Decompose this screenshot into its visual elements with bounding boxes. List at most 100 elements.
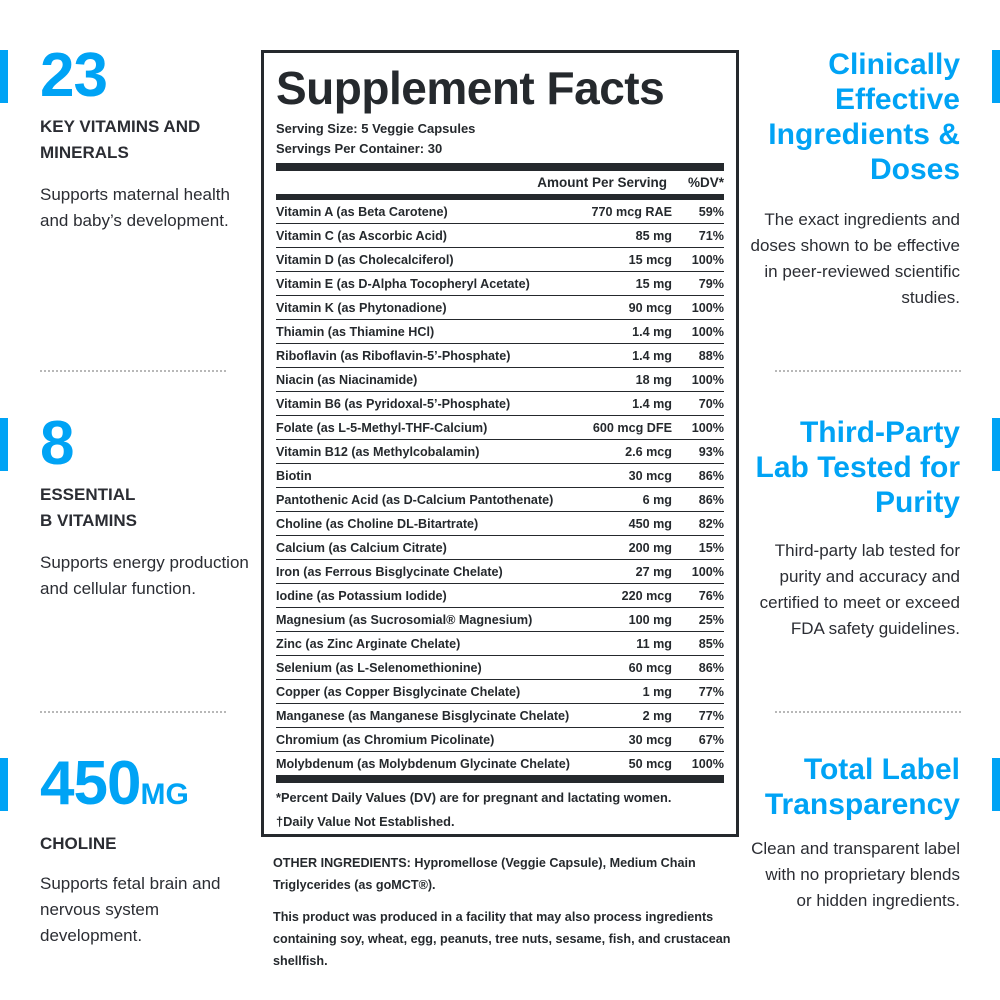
- divider-thick: [276, 163, 724, 171]
- facts-row-amount: 1 mg: [642, 684, 672, 699]
- facts-row-ingredient: Pantothenic Acid (as D-Calcium Pantothen…: [276, 492, 554, 507]
- header-dv: %DV*: [687, 175, 724, 190]
- facts-row-ingredient: Vitamin C (as Ascorbic Acid): [276, 228, 447, 243]
- facts-row-dv: 86%: [698, 468, 724, 483]
- facts-row-amount: 600 mcg DFE: [592, 420, 672, 435]
- stat-block-choline: 450MG CHOLINE Supports fetal brain and n…: [40, 753, 250, 949]
- facts-row-ingredient: Selenium (as L-Selenomethionine): [276, 660, 482, 675]
- facts-row-dv: 59%: [698, 204, 724, 219]
- accent-bar-right-2: [992, 418, 1000, 471]
- feature-title: Total Label Transparency: [764, 753, 960, 821]
- facts-row-ingredient: Iron (as Ferrous Bisglycinate Chelate): [276, 564, 503, 579]
- facts-row-amount: 200 mg: [628, 540, 672, 555]
- facts-row-amount: 11 mg: [636, 636, 672, 651]
- note-dagger: †Daily Value Not Established.: [276, 814, 455, 829]
- facts-row: Folate (as L-5-Methyl-THF-Calcium) 600 mc…: [276, 416, 724, 440]
- feature-description: Clean and transparent label with no prop…: [751, 839, 960, 910]
- facts-row-ingredient: Biotin: [276, 468, 312, 483]
- stat-number: 23: [40, 41, 108, 110]
- facts-row: Iodine (as Potassium Iodide) 220 mcg 76%: [276, 584, 724, 608]
- facts-row: Magnesium (as Sucrosomial® Magnesium) 100…: [276, 608, 724, 632]
- accent-bar-left-2: [0, 418, 8, 471]
- other-ingredients-text: Hypromellose (Veggie Capsule), Medium Ch…: [273, 856, 696, 892]
- facts-row-dv: 100%: [691, 756, 724, 771]
- accent-bar-left-3: [0, 758, 8, 811]
- facts-row-dv: 100%: [691, 300, 724, 315]
- facts-row: Vitamin B12 (as Methylcobalamin) 2.6 mcg 9…: [276, 440, 724, 464]
- feature-description: The exact ingredients and doses shown to…: [750, 210, 961, 307]
- header-amount: Amount Per Serving: [537, 175, 667, 190]
- other-ingredients-label: OTHER INGREDIENTS:: [273, 856, 411, 870]
- facts-row-dv: 100%: [691, 420, 724, 435]
- facts-row-amount: 30 mcg: [628, 732, 672, 747]
- divider-dotted: [775, 370, 961, 372]
- facts-row-amount: 60 mcg: [628, 660, 672, 675]
- facts-row: Vitamin B6 (as Pyridoxal-5’-Phosphate) 1.…: [276, 392, 724, 416]
- feature-block-lab-tested: Third-Party Lab Tested for Purity Third-…: [750, 415, 960, 642]
- facts-row-ingredient: Vitamin A (as Beta Carotene): [276, 204, 448, 219]
- facts-row-amount: 450 mg: [628, 516, 672, 531]
- facts-row: Vitamin A (as Beta Carotene) 770 mcg RAE 5…: [276, 200, 724, 224]
- facts-row: Vitamin D (as Cholecalciferol) 15 mcg 100%: [276, 248, 724, 272]
- facts-row-ingredient: Riboflavin (as Riboflavin-5’-Phosphate): [276, 348, 511, 363]
- stat-label: CHOLINE: [40, 834, 117, 853]
- facts-row-dv: 70%: [698, 396, 724, 411]
- facts-row-ingredient: Magnesium (as Sucrosomial® Magnesium): [276, 612, 533, 627]
- facts-row-amount: 1.4 mg: [632, 396, 672, 411]
- facts-row: Vitamin E (as D-Alpha Tocopheryl Acetate…: [276, 272, 724, 296]
- facts-row-amount: 220 mcg: [621, 588, 672, 603]
- facts-row-amount: 2.6 mcg: [625, 444, 672, 459]
- accent-bar-right-1: [992, 50, 1000, 103]
- facts-row-amount: 30 mcg: [628, 468, 672, 483]
- facts-row-ingredient: Thiamin (as Thiamine HCl): [276, 324, 435, 339]
- facts-row-dv: 79%: [698, 276, 724, 291]
- facts-row-dv: 86%: [698, 492, 724, 507]
- facts-header-row: Amount Per Serving %DV*: [276, 171, 724, 194]
- facts-row: Choline (as Choline DL-Bitartrate) 450 mg…: [276, 512, 724, 536]
- stat-label: ESSENTIAL B VITAMINS: [40, 485, 137, 530]
- facts-row: Vitamin K (as Phytonadione) 90 mcg 100%: [276, 296, 724, 320]
- facts-row-dv: 71%: [698, 228, 724, 243]
- facts-row-dv: 100%: [691, 564, 724, 579]
- facts-notes: *Percent Daily Values (DV) are for pregn…: [276, 783, 724, 834]
- facts-row-dv: 82%: [698, 516, 724, 531]
- stat-block-b-vitamins: 8 ESSENTIAL B VITAMINS Supports energy p…: [40, 409, 250, 602]
- facts-row: Vitamin C (as Ascorbic Acid) 85 mg 71%: [276, 224, 724, 248]
- facts-row: Copper (as Copper Bisglycinate Chelate) 1…: [276, 680, 724, 704]
- divider-thick: [276, 775, 724, 783]
- facts-row-dv: 85%: [698, 636, 724, 651]
- feature-block-clinical: Clinically Effective Ingredients & Doses…: [750, 47, 961, 311]
- facts-row-amount: 1.4 mg: [632, 324, 672, 339]
- feature-block-transparency: Total Label Transparency Clean and trans…: [750, 752, 960, 914]
- facts-row-amount: 50 mcg: [628, 756, 672, 771]
- facts-row-dv: 100%: [691, 372, 724, 387]
- facts-row: Calcium (as Calcium Citrate) 200 mg 15%: [276, 536, 724, 560]
- stat-description: Supports fetal brain and nervous system …: [40, 874, 221, 945]
- other-ingredients-section: OTHER INGREDIENTS: Hypromellose (Veggie …: [273, 852, 733, 982]
- facts-row-amount: 1.4 mg: [632, 348, 672, 363]
- facts-row-ingredient: Vitamin E (as D-Alpha Tocopheryl Acetate…: [276, 276, 530, 291]
- facts-row-amount: 85 mg: [635, 228, 672, 243]
- facts-row-amount: 770 mcg RAE: [591, 204, 673, 219]
- feature-title: Clinically Effective Ingredients & Doses: [768, 48, 960, 186]
- facts-row-ingredient: Niacin (as Niacinamide): [276, 372, 418, 387]
- facts-row: Selenium (as L-Selenomethionine) 60 mcg 86…: [276, 656, 724, 680]
- facts-row-ingredient: Folate (as L-5-Methyl-THF-Calcium): [276, 420, 488, 435]
- stat-description: Supports maternal health and baby’s deve…: [40, 185, 230, 230]
- facts-row-dv: 76%: [698, 588, 724, 603]
- facts-rows: Vitamin A (as Beta Carotene) 770 mcg RAE 5…: [276, 200, 724, 775]
- facts-row: Manganese (as Manganese Bisglycinate Che…: [276, 704, 724, 728]
- facts-row-dv: 77%: [698, 684, 724, 699]
- facts-row-amount: 15 mg: [635, 276, 672, 291]
- facts-row: Zinc (as Zinc Arginate Chelate) 11 mg 85%: [276, 632, 724, 656]
- stat-number: 8: [40, 409, 74, 478]
- facts-row: Molybdenum (as Molybdenum Glycinate Chel…: [276, 752, 724, 775]
- stat-block-vitamins: 23 KEY VITAMINS AND MINERALS Supports ma…: [40, 41, 250, 234]
- stat-description: Supports energy production and cellular …: [40, 553, 249, 598]
- facts-row: Pantothenic Acid (as D-Calcium Pantothen…: [276, 488, 724, 512]
- servings-per-container: Servings Per Container: 30: [276, 141, 443, 156]
- stat-label: KEY VITAMINS AND MINERALS: [40, 117, 201, 162]
- facts-row-ingredient: Molybdenum (as Molybdenum Glycinate Chel…: [276, 756, 570, 771]
- facts-row-ingredient: Calcium (as Calcium Citrate): [276, 540, 447, 555]
- accent-bar-right-3: [992, 758, 1000, 811]
